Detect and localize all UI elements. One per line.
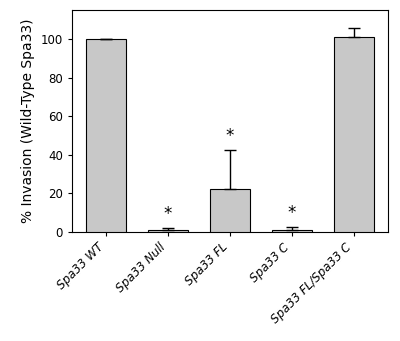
Text: *: * — [226, 127, 234, 145]
Text: *: * — [164, 205, 172, 223]
Y-axis label: % Invasion (Wild-Type Spa33): % Invasion (Wild-Type Spa33) — [21, 19, 35, 223]
Text: *: * — [288, 205, 296, 222]
Bar — [334, 37, 374, 232]
Bar — [148, 230, 188, 232]
Bar — [210, 190, 250, 232]
Bar — [272, 230, 312, 232]
Bar — [86, 39, 126, 232]
